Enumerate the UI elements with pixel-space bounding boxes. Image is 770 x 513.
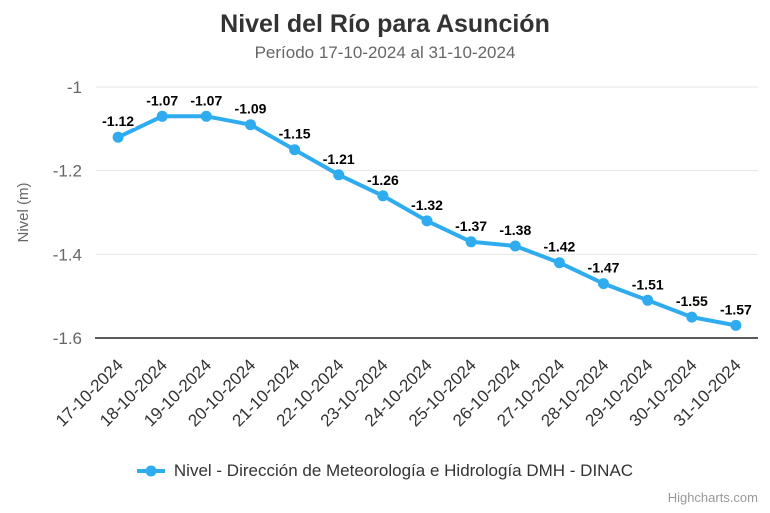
data-point-marker[interactable] bbox=[112, 131, 124, 143]
data-point-marker[interactable] bbox=[245, 119, 256, 131]
data-point-marker[interactable] bbox=[200, 110, 212, 122]
y-axis-title: Nivel (m) bbox=[15, 183, 32, 243]
legend-item-nivel[interactable]: Nivel - Dirección de Meteorología e Hidr… bbox=[136, 461, 634, 481]
highcharts-credits-link[interactable]: Highcharts.com bbox=[667, 490, 758, 505]
data-point-marker[interactable] bbox=[686, 311, 698, 323]
data-point-marker[interactable] bbox=[289, 144, 301, 156]
data-point-marker[interactable] bbox=[377, 190, 389, 202]
data-point-marker[interactable] bbox=[509, 240, 521, 252]
data-point-label: -1.57 bbox=[720, 301, 752, 317]
data-point-label: -1.42 bbox=[543, 239, 575, 255]
data-point-marker[interactable] bbox=[730, 319, 742, 331]
data-point-marker[interactable] bbox=[553, 257, 565, 269]
data-point-label: -1.38 bbox=[499, 222, 531, 238]
data-point-marker[interactable] bbox=[465, 236, 477, 248]
y-axis-tick-label: -1.6 bbox=[53, 329, 82, 348]
data-point-marker[interactable] bbox=[156, 110, 168, 122]
data-point-label: -1.12 bbox=[102, 113, 134, 129]
data-point-marker[interactable] bbox=[642, 294, 654, 306]
data-point-label: -1.07 bbox=[146, 92, 178, 108]
y-axis-tick-label: -1 bbox=[67, 78, 82, 97]
data-point-label: -1.09 bbox=[235, 101, 267, 117]
legend-line-marker-icon bbox=[136, 465, 165, 477]
legend: Nivel - Dirección de Meteorología e Hidr… bbox=[0, 461, 770, 481]
y-axis-tick-label: -1.2 bbox=[53, 162, 82, 181]
data-point-label: -1.55 bbox=[676, 293, 708, 309]
data-point-label: -1.15 bbox=[279, 126, 311, 142]
data-point-label: -1.51 bbox=[632, 276, 664, 292]
data-point-label: -1.21 bbox=[323, 151, 355, 167]
data-point-label: -1.37 bbox=[455, 218, 487, 234]
data-point-label: -1.32 bbox=[411, 197, 443, 213]
data-point-label: -1.47 bbox=[588, 260, 620, 276]
data-point-marker[interactable] bbox=[333, 169, 345, 181]
legend-label: Nivel - Dirección de Meteorología e Hidr… bbox=[173, 461, 634, 480]
y-axis-tick-label: -1.4 bbox=[53, 245, 82, 264]
data-point-label: -1.26 bbox=[367, 172, 399, 188]
data-point-marker[interactable] bbox=[421, 215, 433, 227]
data-point-label: -1.07 bbox=[190, 92, 222, 108]
data-point-marker[interactable] bbox=[598, 278, 609, 290]
chart-title: Nivel del Río para Asunción bbox=[220, 10, 550, 38]
chart-subtitle: Período 17-10-2024 al 31-10-2024 bbox=[254, 43, 516, 62]
